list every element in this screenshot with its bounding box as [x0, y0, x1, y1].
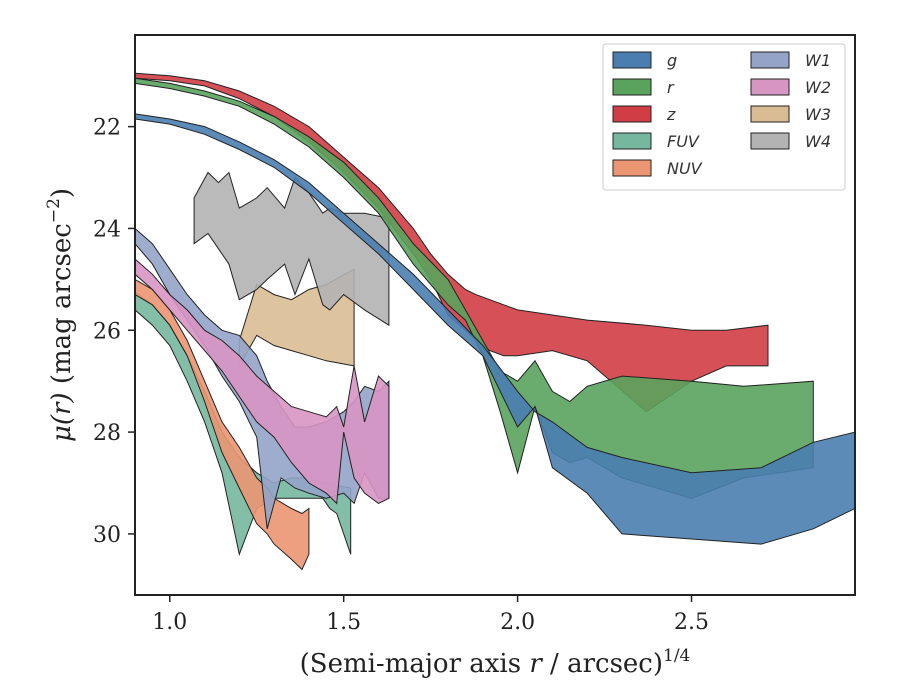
x-tick-label: 2.0 — [500, 610, 535, 635]
legend-label: W2 — [805, 78, 831, 97]
legend-swatch — [612, 78, 652, 96]
legend-swatch — [612, 132, 652, 150]
plot-frame — [134, 34, 856, 596]
y-tick-label: 26 — [93, 319, 121, 344]
legend-swatch — [750, 51, 790, 69]
legend-swatch — [750, 105, 790, 123]
legend-item-w3: W3 — [750, 105, 831, 124]
band-w2 — [135, 258, 390, 505]
x-tick-label: 1.5 — [326, 610, 361, 635]
legend-item-nuv: NUV — [612, 159, 703, 178]
legend: grz FUV NUV W1 W2 W3 W4 — [602, 43, 846, 191]
x-axis-ticks: 1.0 1.5 2.0 2.5 — [152, 595, 709, 635]
x-tick-label: 1.0 — [152, 610, 187, 635]
band-areas — [135, 72, 855, 571]
legend-swatch — [750, 132, 790, 150]
band-g — [135, 113, 855, 545]
x-axis-label: (Semi-major axis r / arcsec)1/4 — [300, 646, 691, 679]
legend-item-r: r — [612, 78, 675, 97]
y-tick-label: 22 — [93, 116, 121, 141]
legend-item-z: z — [612, 105, 676, 124]
legend-label: NUV — [667, 159, 703, 178]
legend-label: W1 — [805, 51, 831, 70]
legend-item-g: g — [612, 51, 677, 70]
y-tick-label: 30 — [93, 523, 121, 548]
y-tick-label: 24 — [93, 217, 121, 242]
y-axis-label: μ(r) (mag arcsec−2) — [44, 188, 77, 442]
band-w4 — [193, 171, 390, 327]
legend-label: W4 — [805, 132, 831, 151]
legend-swatch — [750, 78, 790, 96]
legend-label: W3 — [805, 105, 831, 124]
legend-label: r — [667, 78, 675, 97]
legend-swatch — [612, 51, 652, 69]
legend-label: FUV — [667, 132, 700, 151]
legend-item-fuv: FUV — [612, 132, 700, 151]
legend-item-w4: W4 — [750, 132, 831, 151]
y-tick-label: 28 — [93, 421, 121, 446]
y-axis-ticks: 22 24 26 28 30 — [93, 116, 135, 548]
legend-swatch — [612, 159, 652, 177]
legend-swatch — [612, 105, 652, 123]
legend-item-w1: W1 — [750, 51, 831, 70]
x-tick-label: 2.5 — [674, 610, 709, 635]
legend-label: z — [666, 105, 676, 124]
legend-item-w2: W2 — [750, 78, 831, 97]
legend-label: g — [667, 51, 677, 70]
